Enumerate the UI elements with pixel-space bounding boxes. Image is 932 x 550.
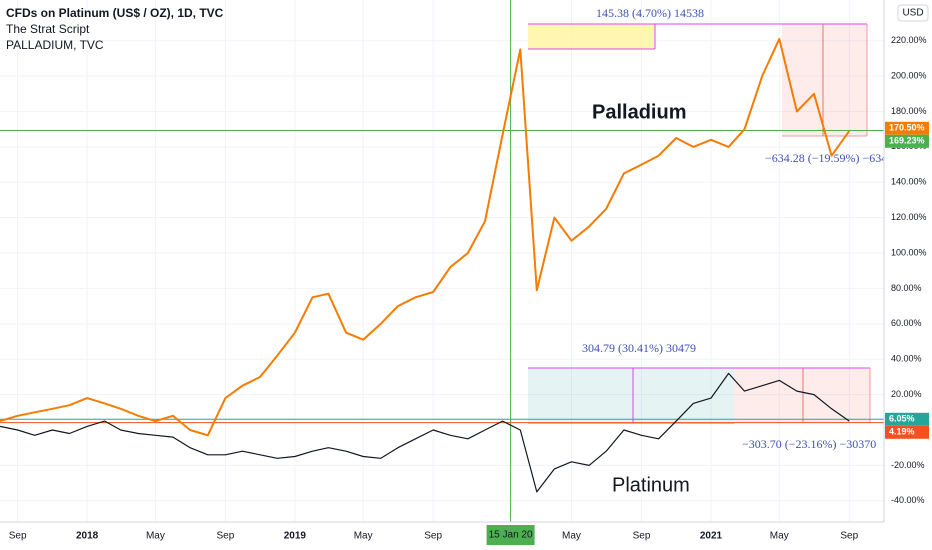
- x-tick-label: Sep: [424, 531, 442, 542]
- plot: [0, 0, 884, 522]
- y-tick-label: -20.00%: [891, 460, 925, 470]
- y-tick-label: 100.00%: [891, 247, 927, 257]
- price-label: 6.05%: [889, 414, 915, 424]
- price-label-box: [885, 425, 929, 439]
- x-tick-label: May: [354, 531, 373, 542]
- x-tick-label: 2018: [76, 531, 99, 542]
- x-tick-label: 2021: [700, 531, 723, 542]
- price-label: 169.23%: [889, 136, 925, 146]
- measure-text: 304.79 (30.41%) 30479: [582, 341, 696, 355]
- grid: [0, 0, 884, 522]
- legend-title: CFDs on Platinum (US$ / OZ), 1D, TVC: [6, 6, 224, 20]
- measure-box: [528, 24, 655, 49]
- x-tick-label: Sep: [217, 531, 235, 542]
- legend-line: PALLADIUM, TVC: [6, 38, 104, 52]
- measure-text: 145.38 (4.70%) 14538: [596, 6, 704, 20]
- x-tick-label: May: [146, 531, 165, 542]
- x-tick-label: 2019: [284, 531, 307, 542]
- x-tick-label: May: [562, 531, 581, 542]
- y-tick-label: 200.00%: [891, 70, 927, 80]
- x-tick-label: Sep: [633, 531, 651, 542]
- y-tick-label: 80.00%: [891, 283, 922, 293]
- currency-label[interactable]: USD: [902, 8, 923, 19]
- x-tick-label: Sep: [9, 531, 27, 542]
- measure-text: −303.70 (−23.16%) −30370: [742, 437, 876, 451]
- price-label: 4.19%: [889, 427, 915, 437]
- price-label: 170.50%: [889, 123, 925, 133]
- y-tick-label: 40.00%: [891, 354, 922, 364]
- y-tick-label: -40.00%: [891, 495, 925, 505]
- crosshair-label: 15 Jan 20: [489, 530, 533, 541]
- axes: -40.00% -20.00% 20.00% 40.00% 60.00% 80.00% 10…: [9, 35, 929, 545]
- measure-box: [528, 368, 734, 423]
- y-tick-label: 140.00%: [891, 177, 927, 187]
- price-label-box: [885, 412, 929, 426]
- measure-box: [782, 24, 867, 136]
- crosshair-label-box: [486, 525, 535, 545]
- series-line: [0, 37, 851, 437]
- legend-line: The Strat Script: [6, 22, 90, 36]
- series-label: Palladium: [592, 101, 686, 123]
- price-label-box: [885, 121, 929, 135]
- time-axis: [0, 522, 884, 550]
- measure-box: [734, 368, 870, 423]
- x-tick-label: Sep: [840, 531, 858, 542]
- y-tick-label: 120.00%: [891, 212, 927, 222]
- y-tick-label: 20.00%: [891, 389, 922, 399]
- currency-button[interactable]: [897, 4, 929, 22]
- price-axis: [884, 0, 932, 550]
- price-label-box: [885, 134, 929, 148]
- y-tick-label: 180.00%: [891, 106, 927, 116]
- series-label: Platinum: [612, 474, 690, 496]
- y-tick-label: 220.00%: [891, 35, 927, 45]
- y-tick-label: 60.00%: [891, 318, 922, 328]
- x-tick-label: May: [770, 531, 789, 542]
- series-line: [0, 372, 850, 493]
- measure-text: −634.28 (−19.59%) −63428: [765, 151, 899, 165]
